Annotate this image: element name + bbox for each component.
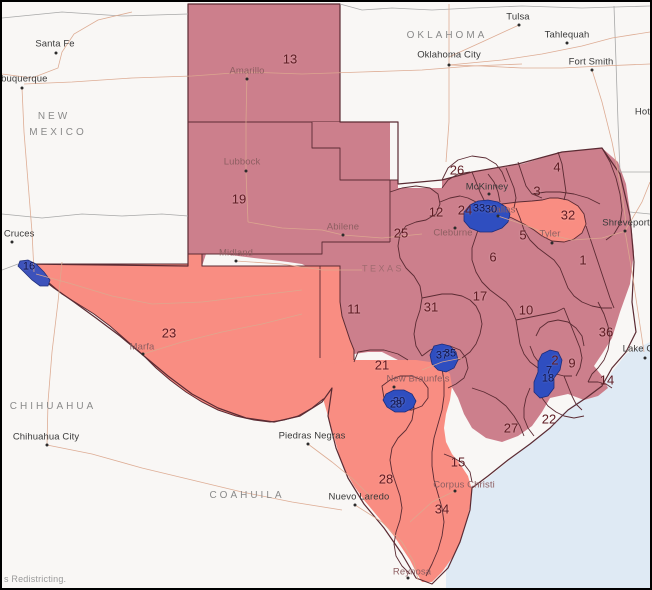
laguna-water: [446, 491, 490, 588]
attribution-text: s Redistricting.: [4, 574, 67, 584]
city-dot: [643, 356, 647, 360]
south-texas-lean-region[interactable]: [322, 360, 472, 582]
central-texas-republican-region[interactable]: [188, 4, 634, 442]
city-dot: [20, 86, 24, 90]
gulf-of-mexico-water: [446, 342, 650, 588]
city-dot: [54, 51, 58, 55]
city-dot: [234, 259, 238, 263]
district-13-shape[interactable]: [187, 3, 341, 123]
roads: [2, 4, 650, 581]
city-dot: [590, 68, 594, 72]
state-borders: [2, 3, 650, 271]
district-23-shape[interactable]: [22, 253, 355, 423]
city-dot: [550, 241, 554, 245]
city-dot: [45, 443, 49, 447]
city-dot: [487, 192, 491, 196]
city-dot: [453, 226, 457, 230]
city-dot: [244, 169, 248, 173]
city-dot: [406, 576, 410, 580]
city-dot: [341, 233, 345, 237]
city-dot: [517, 23, 521, 27]
city-dot: [565, 41, 569, 45]
san-antonio-democrat-district-shape[interactable]: [382, 389, 417, 413]
city-dot: [353, 503, 357, 507]
city-dot: [623, 229, 627, 233]
city-dot: [306, 442, 310, 446]
city-dot: [496, 214, 500, 218]
city-dot: [392, 385, 396, 389]
city-dot: [245, 77, 249, 81]
houston-democrat-districts-shape[interactable]: [533, 349, 563, 399]
district-32-shape[interactable]: [488, 197, 587, 243]
city-dot: [10, 240, 14, 244]
dallas-democrat-districts-shape[interactable]: [463, 199, 511, 233]
city-dot: [453, 489, 457, 493]
city-dot: [141, 352, 145, 356]
austin-democrat-district-shape[interactable]: [429, 343, 459, 373]
city-dot: [447, 63, 451, 67]
